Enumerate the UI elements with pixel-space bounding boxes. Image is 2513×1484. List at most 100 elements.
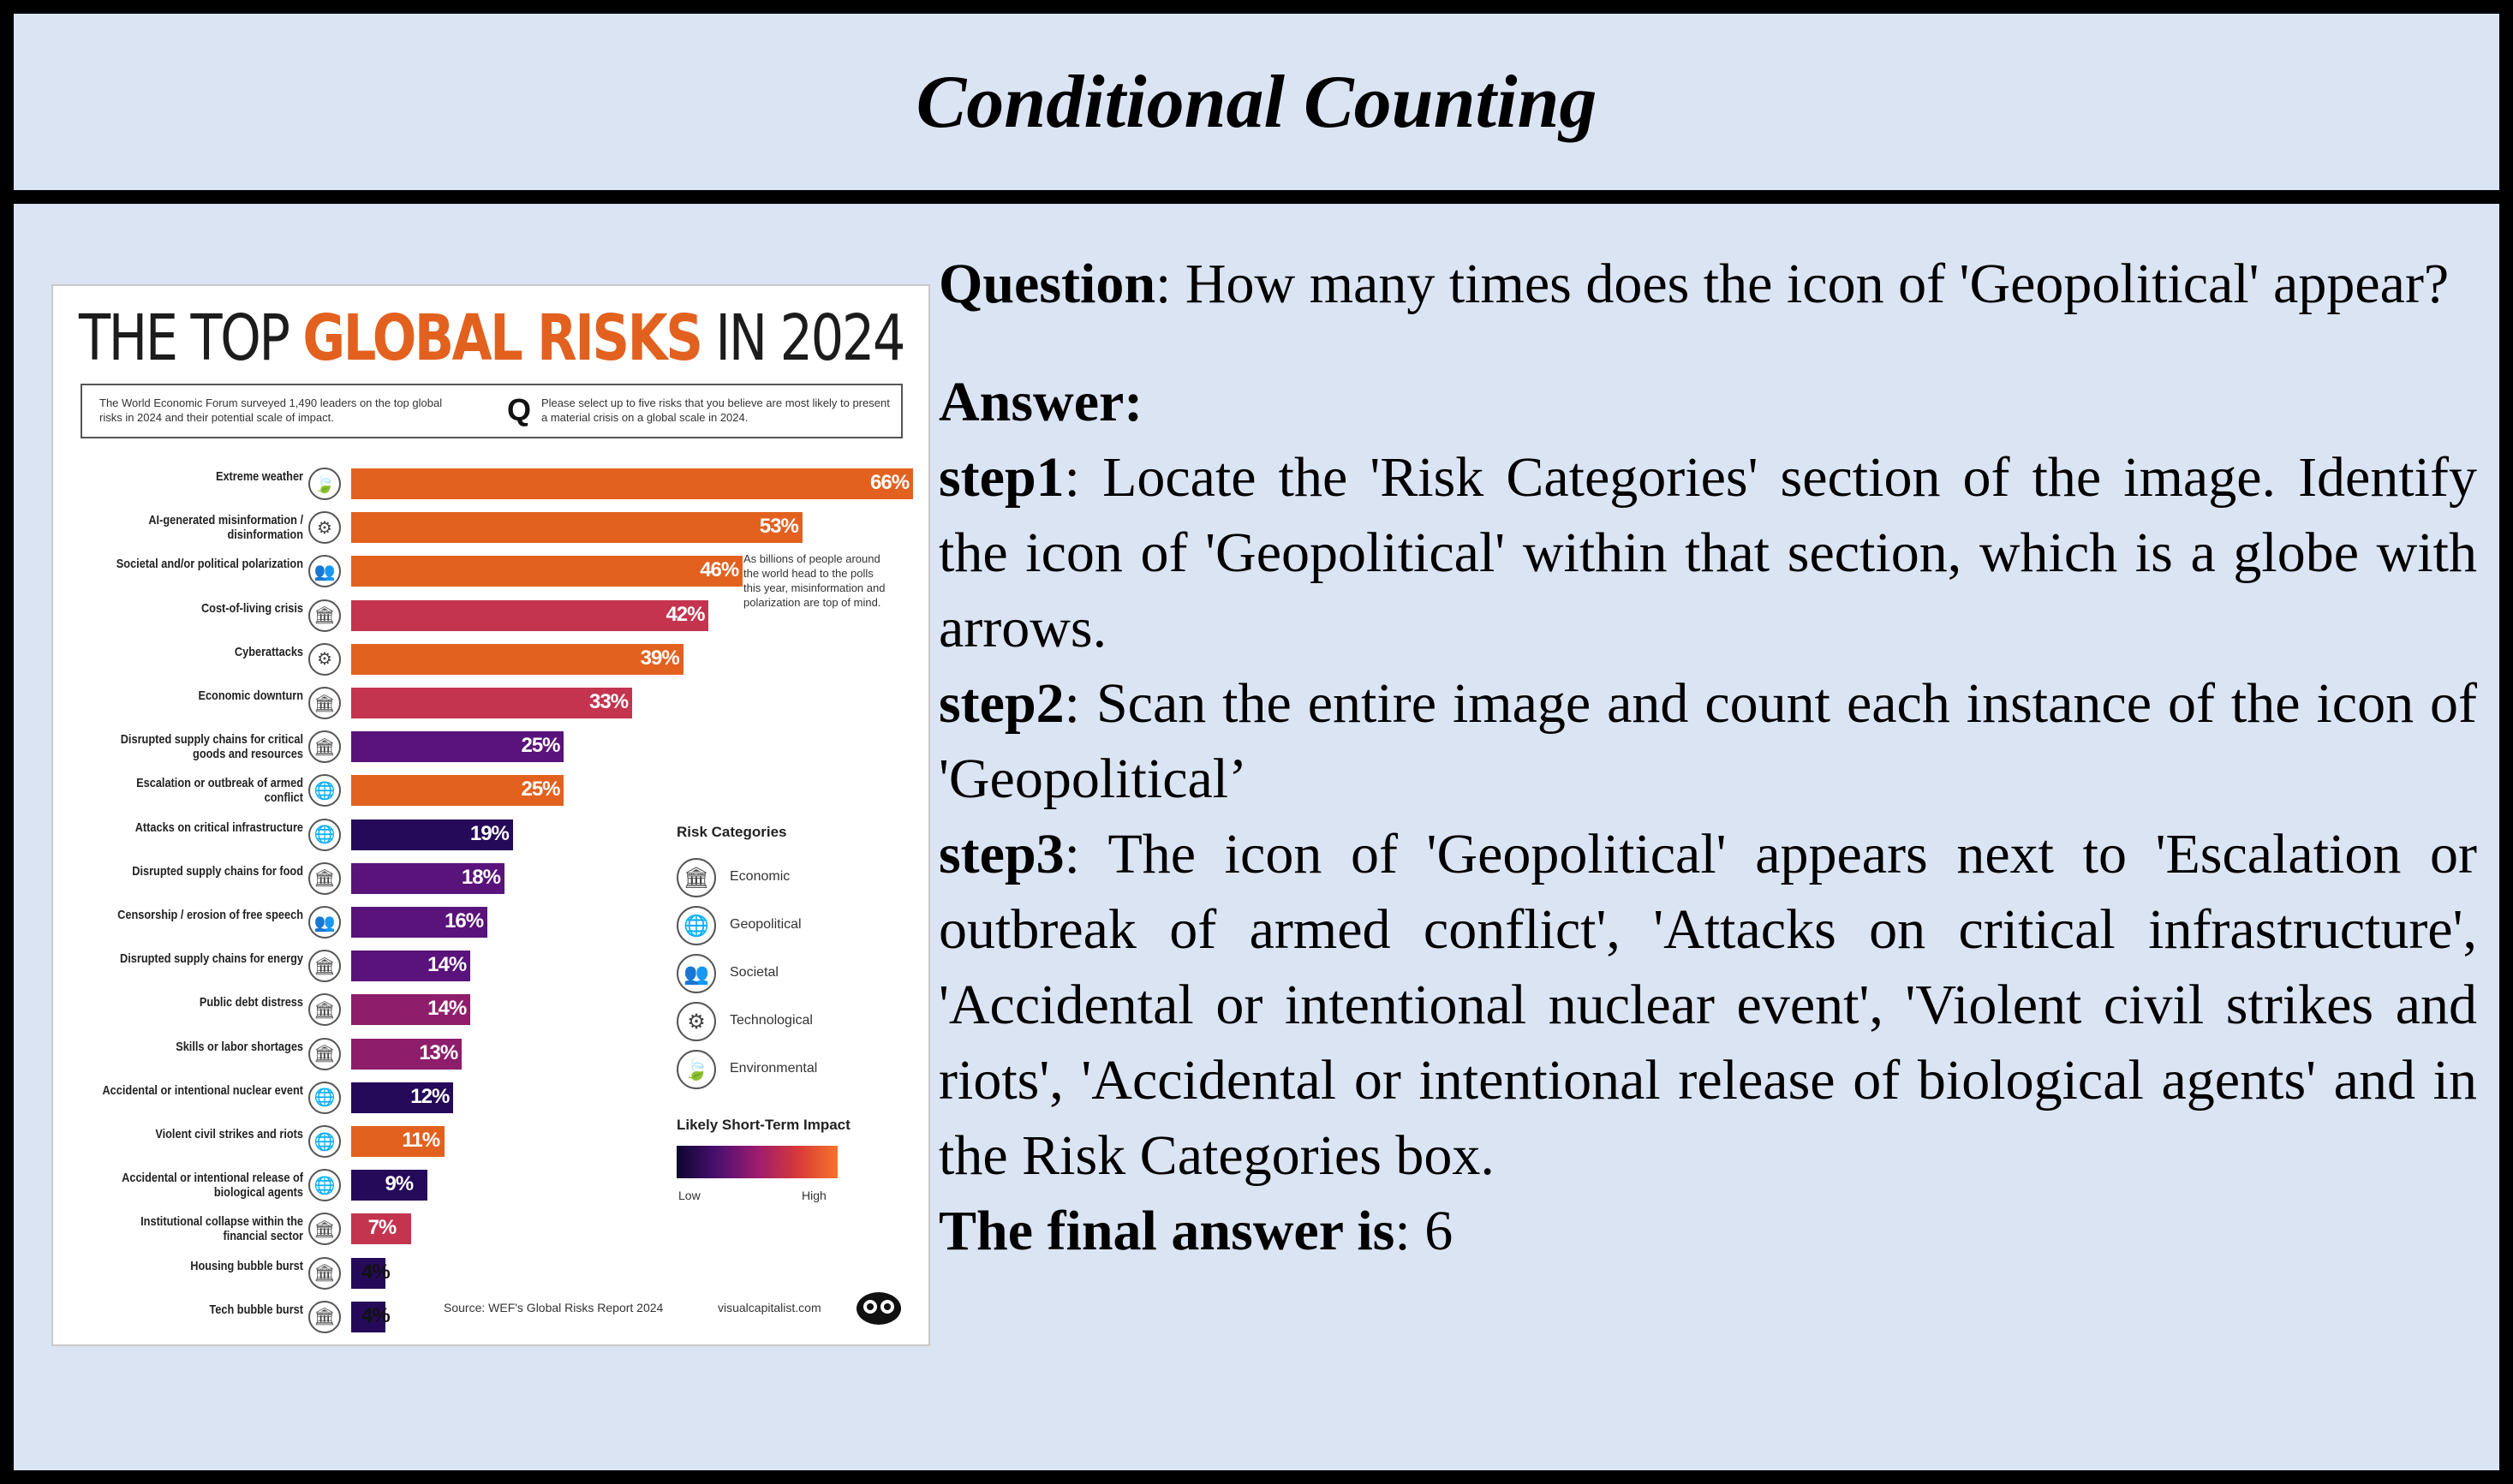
bar — [351, 1170, 428, 1201]
bar-label: Disrupted supply chains for energy — [120, 951, 303, 967]
globe-arrows-icon: 🌐 — [308, 1169, 341, 1202]
legend-title: Risk Categories — [677, 824, 787, 840]
bar-label: Attacks on critical infrastructure — [134, 819, 303, 835]
legend-label: Societal — [730, 965, 779, 980]
bar-value-label: 14% — [427, 997, 467, 1021]
bar-value-label: 9% — [385, 1172, 414, 1196]
bar-chart: Extreme weather 🍃 66% AI-generated misinfor… — [53, 286, 928, 1344]
bar-label: Disrupted supply chains for food — [132, 863, 303, 879]
bar-label: Accidental or intentional nuclear event — [102, 1082, 304, 1098]
bar — [351, 1126, 445, 1157]
building-icon: 🏛 — [308, 993, 341, 1027]
bar-value-label: 39% — [640, 646, 680, 670]
globe-arrows-icon: 🌐 — [308, 818, 341, 851]
final-answer-value: : 6 — [1394, 1200, 1453, 1262]
question-text: : How many times does the icon of 'Geopo… — [1155, 253, 2450, 315]
impact-high-label: High — [802, 1189, 827, 1202]
bar-label: Cyberattacks — [234, 644, 303, 659]
bar-label: AI-generated misinformation / disinforma… — [148, 513, 303, 543]
circuit-icon: ⚙ — [308, 642, 341, 676]
bar — [351, 643, 683, 675]
bar-label: Censorship / erosion of free speech — [117, 908, 303, 922]
bar — [351, 1301, 385, 1332]
leaf-icon: 🍃 — [677, 1050, 716, 1089]
question-paragraph: Question: How many times does the icon o… — [939, 247, 2477, 322]
bar-value-label: 4% — [361, 1260, 391, 1284]
legend-item: 🌐 Geopolitical — [677, 906, 882, 945]
impact-gradient — [677, 1146, 838, 1178]
bar-value-label: 13% — [419, 1040, 458, 1064]
building-icon: 🏛 — [308, 861, 341, 895]
bar — [351, 599, 709, 631]
question-glyph: Q — [507, 392, 532, 427]
building-icon: 🏛 — [308, 1256, 341, 1290]
bar-label: Escalation or outbreak of armed conflict — [136, 776, 303, 806]
bar-value-label: 18% — [461, 865, 501, 889]
building-icon: 🏛 — [308, 1037, 341, 1070]
question-label: Question — [939, 253, 1156, 315]
site-credit: visualcapitalist.com — [718, 1301, 821, 1314]
bar — [351, 1213, 411, 1245]
bar-label: Institutional collapse within the financ… — [140, 1214, 303, 1244]
bar-label: Skills or labor shortages — [176, 1039, 303, 1054]
impact-low-label: Low — [678, 1189, 701, 1202]
bar-label: Accidental or intentional release of bio… — [122, 1171, 303, 1201]
bar-label: Societal and/or political polarization — [116, 557, 303, 572]
building-icon: 🏛 — [308, 599, 341, 632]
impact-scale-title: Likely Short-Term Impact — [677, 1117, 851, 1133]
circuit-icon: ⚙ — [308, 511, 341, 545]
title-panel: Conditional Counting — [14, 14, 2499, 190]
source-note: Source: WEF's Global Risks Report 2024 — [444, 1301, 664, 1314]
bar-value-label: 14% — [427, 953, 467, 977]
bar — [351, 556, 743, 587]
globe-arrows-icon: 🌐 — [308, 1125, 341, 1158]
survey-question: Please select up to five risks that you … — [541, 396, 890, 424]
page-title: Conditional Counting — [916, 60, 1597, 144]
legend-item: 👥 Societal — [677, 954, 882, 993]
bar-label: Tech bubble burst — [209, 1302, 303, 1317]
bar-label: Cost-of-living crisis — [200, 600, 303, 616]
legend-item: ⚙ Technological — [677, 1002, 882, 1041]
globe-arrows-icon: 🌐 — [677, 906, 716, 945]
bar — [351, 951, 471, 982]
bar — [351, 1038, 463, 1070]
title-prefix: THE TOP — [79, 301, 303, 375]
building-icon: 🏛 — [308, 950, 341, 983]
infographic-title: THE TOP GLOBAL RISKS IN 2024 — [79, 301, 906, 375]
chart-annotation: As billions of people around the world h… — [743, 552, 886, 609]
intro-box: The World Economic Forum surveyed 1,490 … — [81, 384, 903, 438]
bar-value-label: 25% — [521, 734, 560, 758]
bar — [351, 1082, 454, 1113]
bar-value-label: 7% — [367, 1216, 397, 1240]
step2-label: step2 — [939, 672, 1065, 735]
bar — [351, 775, 564, 807]
bar-value-label: 11% — [402, 1129, 440, 1152]
intro-text: The World Economic Forum surveyed 1,490 … — [99, 396, 443, 424]
bar — [351, 688, 632, 718]
infographic: THE TOP GLOBAL RISKS IN 2024 The World E… — [51, 284, 930, 1346]
bar-value-label: 46% — [700, 558, 739, 582]
bar-value-label: 53% — [759, 515, 799, 539]
legend-label: Economic — [730, 869, 791, 884]
bar-value-label: 25% — [521, 778, 560, 802]
legend-item: 🍃 Environmental — [677, 1050, 882, 1089]
globe-arrows-icon: 🌐 — [308, 1081, 341, 1114]
bar — [351, 731, 564, 763]
step1-label: step1 — [939, 446, 1065, 509]
qa-text: Question: How many times does the icon o… — [939, 247, 2477, 1269]
people-icon: 👥 — [677, 954, 716, 993]
bar — [351, 994, 471, 1026]
answer-heading: Answer: — [939, 365, 2477, 440]
step3-text: : The icon of 'Geopolitical' appears nex… — [939, 823, 2477, 1187]
step1-text: : Locate the 'Risk Categories' section o… — [939, 446, 2477, 659]
bar-label: Disrupted supply chains for critical goo… — [120, 732, 303, 762]
visual-capitalist-logo-icon — [857, 1292, 901, 1325]
bar-label: Public debt distress — [199, 995, 303, 1010]
bar-label: Housing bubble burst — [190, 1258, 303, 1273]
content-panel: THE TOP GLOBAL RISKS IN 2024 The World E… — [14, 204, 2499, 1470]
step2-text: : Scan the entire image and count each i… — [939, 672, 2477, 810]
building-icon: 🏛 — [677, 858, 716, 897]
bar — [351, 819, 513, 850]
leaf-icon: 🍃 — [308, 468, 341, 500]
